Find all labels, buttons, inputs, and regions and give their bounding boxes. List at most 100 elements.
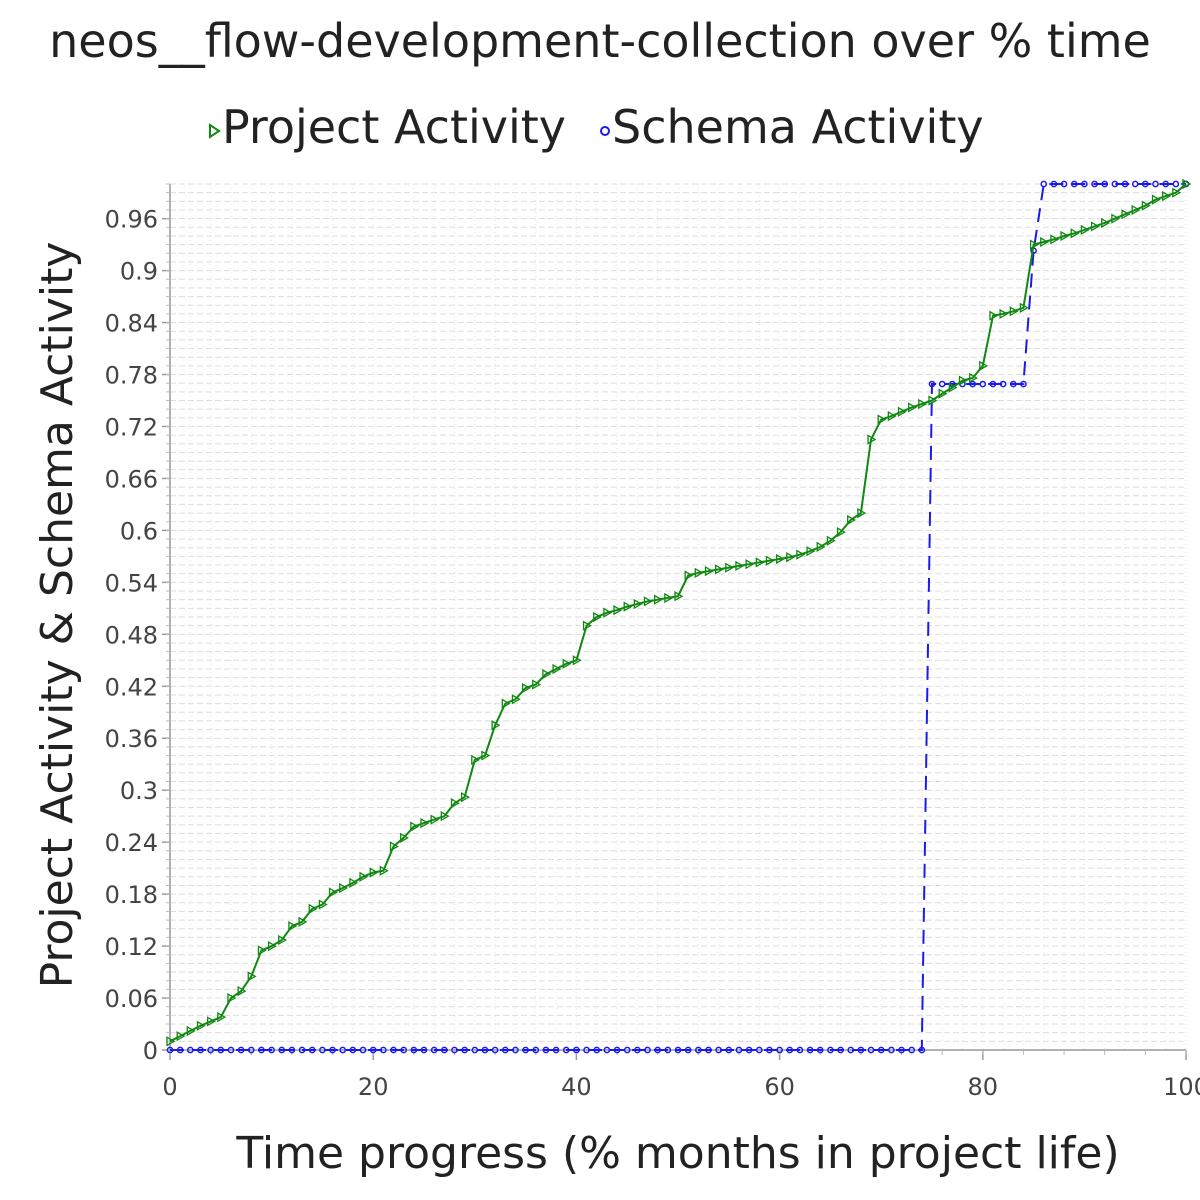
data-point[interactable]: [1019, 302, 1029, 313]
data-point[interactable]: [1172, 180, 1180, 188]
data-point[interactable]: [186, 1025, 196, 1037]
data-point[interactable]: [796, 1046, 804, 1054]
data-point[interactable]: [969, 380, 976, 388]
data-point[interactable]: [298, 916, 308, 927]
data-point[interactable]: [379, 865, 389, 876]
data-point[interactable]: [166, 1046, 174, 1054]
data-point[interactable]: [989, 380, 997, 388]
data-point[interactable]: [776, 1046, 783, 1054]
data-point[interactable]: [583, 1046, 590, 1054]
legend-item-schema-activity[interactable]: Schema Activity: [598, 100, 984, 154]
data-point[interactable]: [582, 620, 592, 631]
data-point[interactable]: [979, 380, 987, 388]
data-point[interactable]: [532, 679, 542, 690]
data-point[interactable]: [369, 1046, 377, 1054]
data-point[interactable]: [705, 1046, 712, 1054]
data-point[interactable]: [999, 380, 1007, 388]
data-point[interactable]: [542, 669, 552, 680]
data-point[interactable]: [837, 1046, 844, 1054]
data-point[interactable]: [1142, 180, 1149, 188]
data-point[interactable]: [836, 527, 846, 538]
data-point[interactable]: [359, 871, 369, 882]
data-point[interactable]: [958, 375, 968, 386]
data-point[interactable]: [694, 1046, 702, 1054]
data-point[interactable]: [461, 1046, 468, 1054]
data-point[interactable]: [471, 1046, 479, 1054]
data-point[interactable]: [288, 1046, 296, 1054]
data-point[interactable]: [857, 507, 867, 519]
data-point[interactable]: [501, 698, 511, 709]
data-point[interactable]: [512, 1046, 519, 1054]
data-point[interactable]: [623, 601, 633, 612]
data-point[interactable]: [1152, 180, 1159, 188]
data-point[interactable]: [623, 1046, 631, 1054]
data-point[interactable]: [847, 514, 857, 526]
data-point[interactable]: [328, 887, 338, 898]
data-point[interactable]: [603, 1046, 611, 1054]
data-point[interactable]: [938, 380, 946, 388]
data-point[interactable]: [1172, 187, 1182, 198]
data-point[interactable]: [258, 1046, 265, 1054]
data-point[interactable]: [775, 553, 785, 565]
data-point[interactable]: [380, 1046, 387, 1054]
data-point[interactable]: [928, 380, 936, 388]
data-point[interactable]: [430, 1046, 438, 1054]
data-point[interactable]: [644, 1046, 651, 1054]
data-point[interactable]: [1111, 180, 1119, 188]
data-point[interactable]: [207, 1046, 214, 1054]
data-point[interactable]: [888, 1046, 895, 1054]
data-point[interactable]: [1029, 239, 1039, 250]
data-point[interactable]: [684, 570, 694, 581]
data-point[interactable]: [1020, 380, 1027, 388]
data-point[interactable]: [400, 832, 409, 843]
data-point[interactable]: [501, 1046, 509, 1054]
data-point[interactable]: [634, 1046, 641, 1054]
data-point[interactable]: [267, 940, 277, 952]
data-point[interactable]: [826, 535, 836, 546]
data-point[interactable]: [1091, 180, 1098, 188]
data-point[interactable]: [938, 388, 948, 399]
data-point[interactable]: [1131, 180, 1139, 188]
data-point[interactable]: [816, 541, 826, 552]
data-point[interactable]: [755, 557, 765, 568]
data-point[interactable]: [1080, 224, 1090, 236]
data-point[interactable]: [166, 1036, 176, 1047]
data-point[interactable]: [430, 814, 440, 825]
data-point[interactable]: [450, 798, 460, 809]
data-point[interactable]: [562, 1046, 570, 1054]
data-point[interactable]: [217, 1011, 227, 1023]
data-point[interactable]: [247, 1046, 255, 1054]
data-point[interactable]: [694, 567, 704, 578]
data-point[interactable]: [400, 1046, 408, 1054]
data-point[interactable]: [410, 821, 420, 832]
data-point[interactable]: [247, 971, 257, 982]
data-point[interactable]: [745, 559, 755, 570]
data-point[interactable]: [511, 694, 521, 705]
data-point[interactable]: [359, 1046, 367, 1054]
data-point[interactable]: [562, 658, 572, 669]
data-point[interactable]: [766, 1046, 773, 1054]
data-point[interactable]: [603, 607, 613, 618]
data-point[interactable]: [278, 1046, 286, 1054]
data-point[interactable]: [593, 611, 603, 623]
data-point[interactable]: [410, 1046, 418, 1054]
data-point[interactable]: [1040, 236, 1050, 248]
data-point[interactable]: [308, 903, 318, 914]
data-point[interactable]: [176, 1046, 184, 1054]
data-point[interactable]: [1162, 191, 1171, 202]
data-point[interactable]: [186, 1046, 194, 1054]
data-point[interactable]: [999, 308, 1009, 320]
data-point[interactable]: [704, 565, 714, 577]
data-point[interactable]: [968, 372, 978, 384]
data-point[interactable]: [725, 562, 735, 573]
data-point[interactable]: [1040, 180, 1048, 188]
data-point[interactable]: [522, 1046, 529, 1054]
data-point[interactable]: [887, 410, 897, 422]
legend-item-project-activity[interactable]: Project Activity: [208, 100, 566, 154]
data-point[interactable]: [715, 1046, 722, 1054]
data-point[interactable]: [674, 1046, 682, 1054]
data-point[interactable]: [979, 360, 989, 371]
data-point[interactable]: [806, 546, 816, 557]
data-point[interactable]: [725, 1046, 733, 1054]
data-point[interactable]: [349, 1046, 357, 1054]
